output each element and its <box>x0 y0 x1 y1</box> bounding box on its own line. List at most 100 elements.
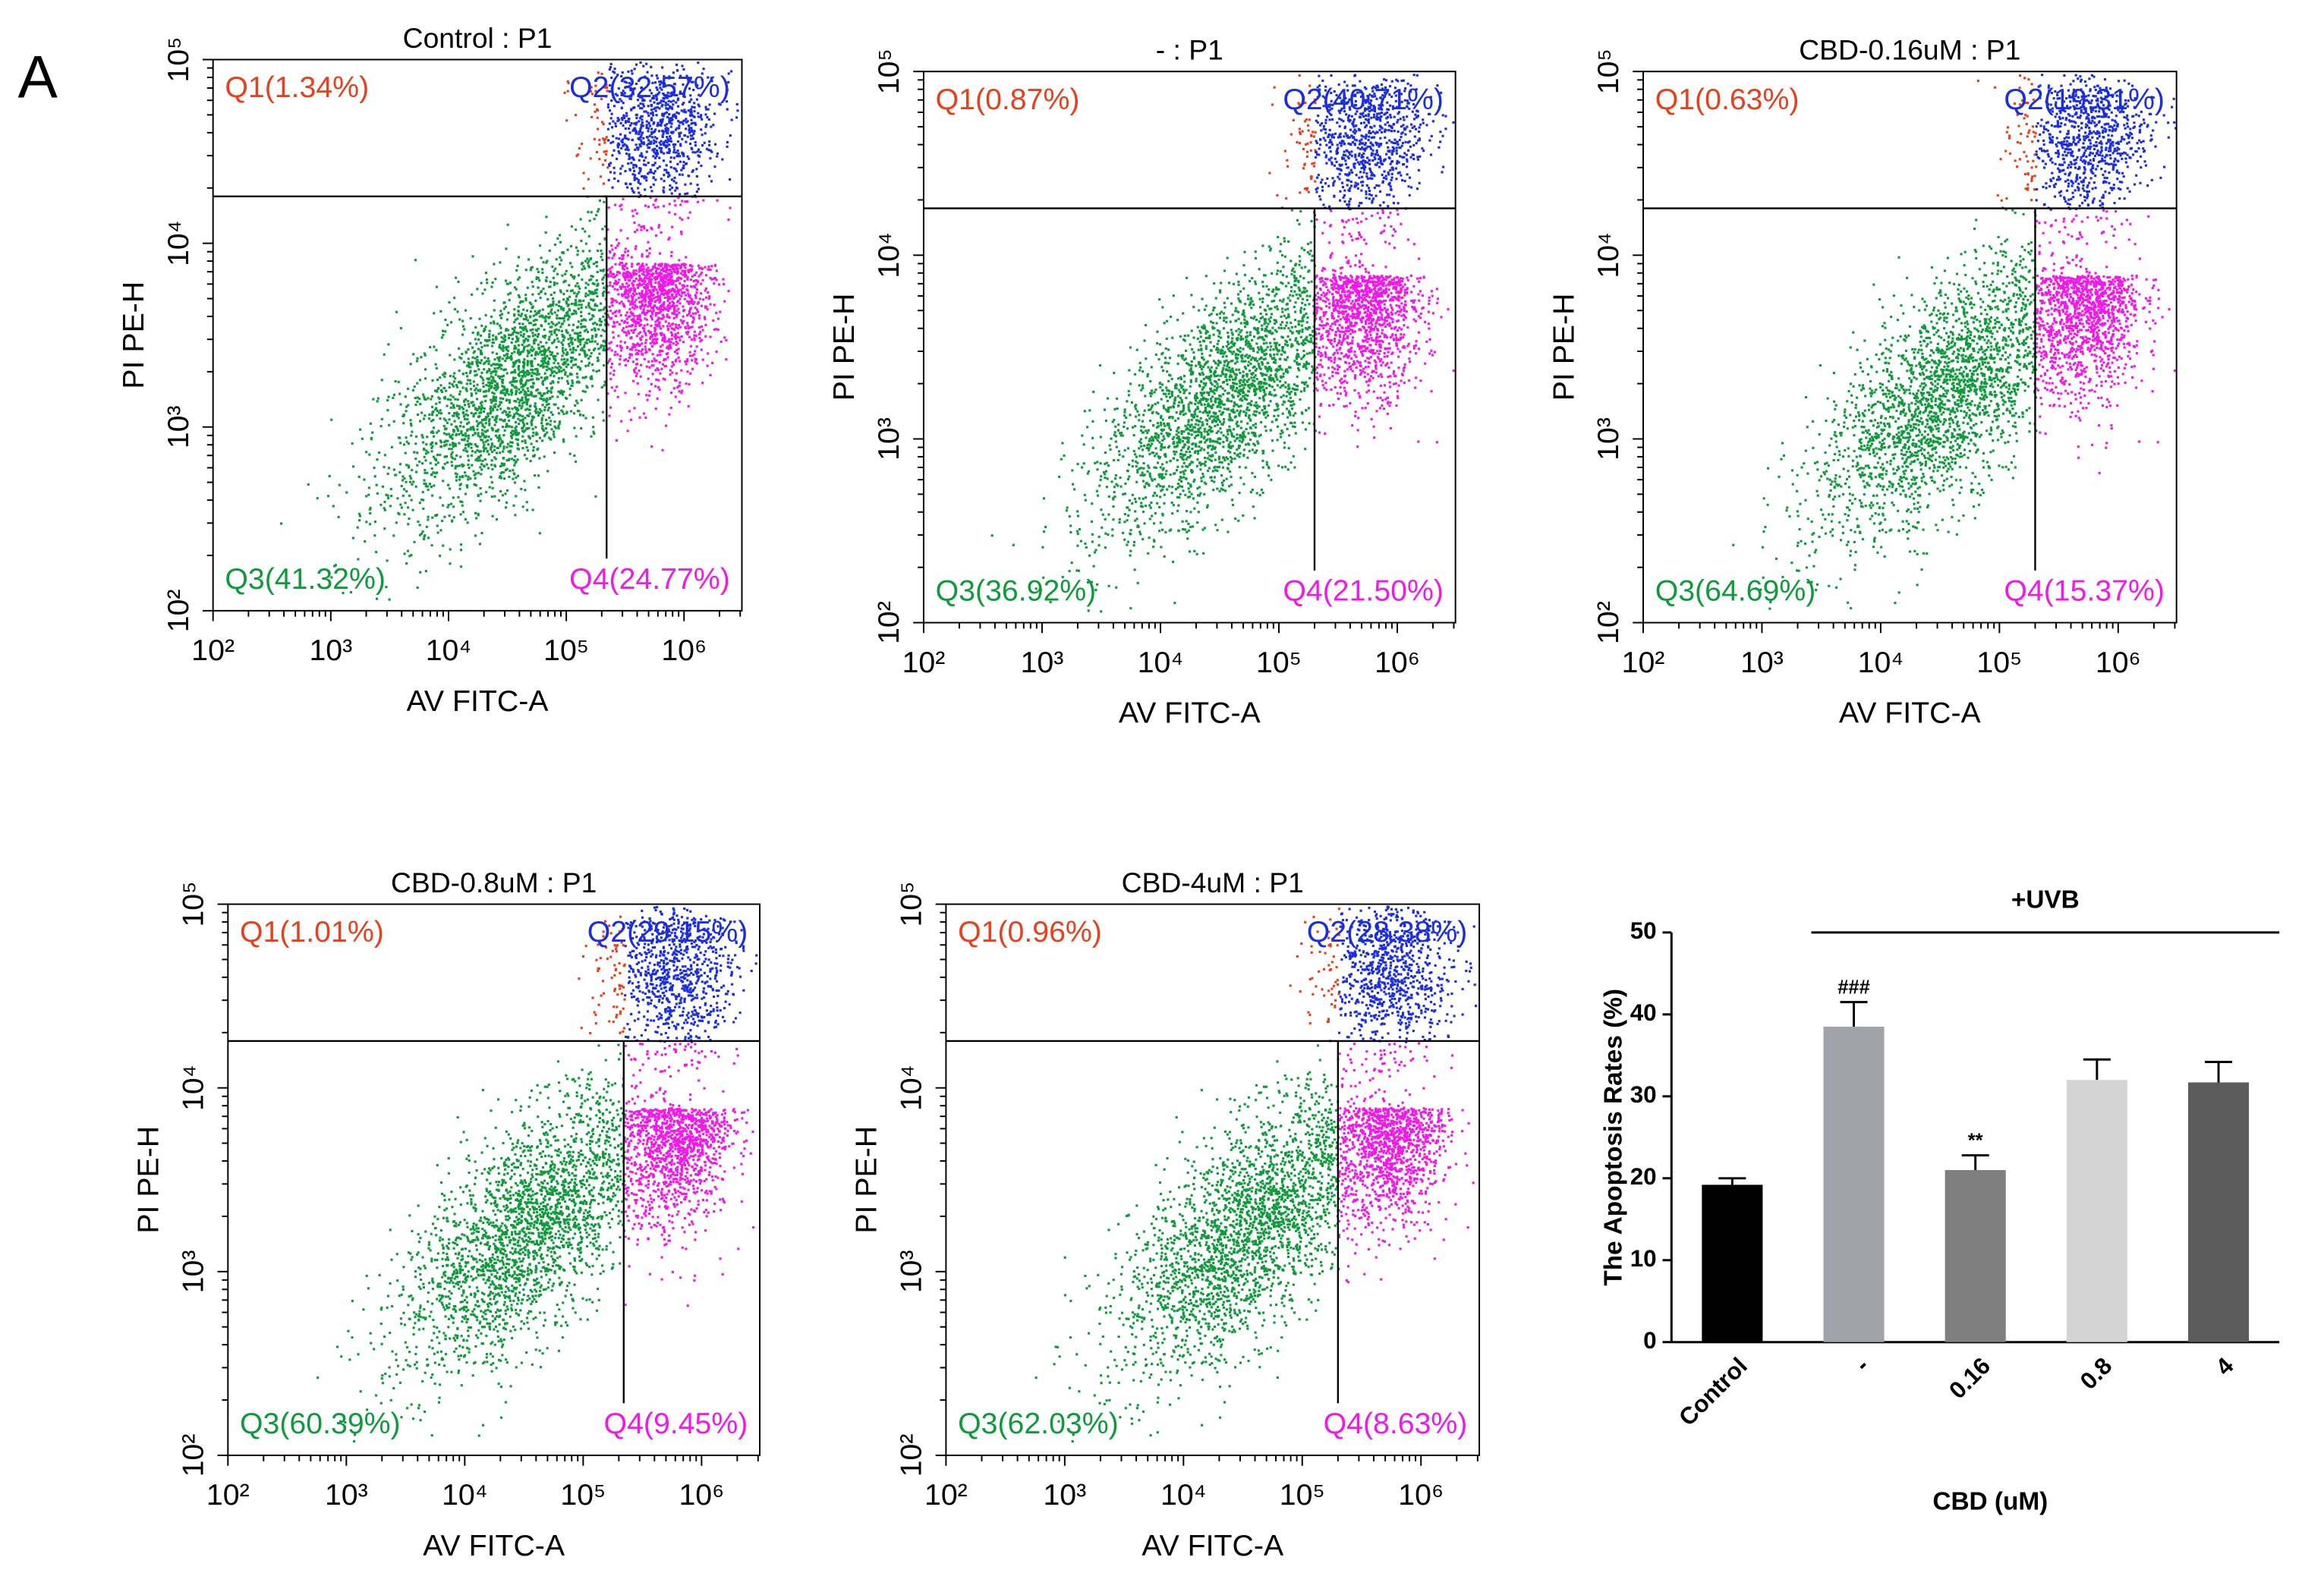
event-dot <box>688 269 691 271</box>
event-dot <box>442 545 444 547</box>
event-dot <box>678 390 680 392</box>
event-dot <box>675 323 677 326</box>
event-dot <box>590 378 592 380</box>
event-dot <box>656 149 658 152</box>
event-dot <box>613 326 616 328</box>
event-dot <box>629 131 631 134</box>
event-dot <box>638 105 640 107</box>
event-dot <box>575 247 578 249</box>
event-dot <box>644 205 647 207</box>
event-dot <box>1328 377 1330 379</box>
event-dot <box>437 461 439 464</box>
event-dot <box>594 327 596 329</box>
event-dot <box>646 399 648 401</box>
event-dot <box>442 334 444 336</box>
event-dot <box>487 344 489 347</box>
event-dot <box>638 275 641 277</box>
event-dot <box>450 436 452 439</box>
event-dot <box>567 319 569 321</box>
event-dot <box>659 373 661 375</box>
event-dot <box>648 303 650 305</box>
event-dot <box>646 126 648 128</box>
event-dot <box>697 61 699 64</box>
event-dot <box>726 146 728 148</box>
event-dot <box>365 521 367 523</box>
event-dot <box>518 354 521 356</box>
event-dot <box>480 359 483 361</box>
event-dot <box>453 358 455 360</box>
event-dot <box>590 275 592 277</box>
event-dot <box>439 409 442 411</box>
event-dot <box>640 376 642 378</box>
event-dot <box>1267 474 1270 477</box>
event-dot <box>568 308 570 310</box>
event-dot <box>492 338 494 341</box>
event-dot <box>487 363 490 365</box>
event-dot <box>1134 373 1136 376</box>
event-dot <box>591 340 594 342</box>
event-dot <box>632 269 635 272</box>
event-dot <box>556 314 558 316</box>
event-dot <box>615 247 617 249</box>
event-dot <box>447 398 449 401</box>
event-dot <box>384 509 386 511</box>
event-dot <box>1271 385 1274 388</box>
event-dot <box>653 140 655 142</box>
event-dot <box>1160 466 1162 468</box>
event-dot <box>373 534 376 536</box>
event-dot <box>537 474 540 477</box>
event-dot <box>424 414 426 417</box>
event-dot <box>483 436 486 439</box>
event-dot <box>513 464 515 467</box>
event-dot <box>666 306 669 308</box>
event-dot <box>514 481 516 483</box>
event-dot <box>496 353 498 355</box>
event-dot <box>637 342 639 344</box>
event-dot <box>445 427 447 429</box>
event-dot <box>684 200 686 203</box>
event-dot <box>509 401 511 404</box>
event-dot <box>517 413 519 415</box>
event-dot <box>651 268 653 270</box>
event-dot <box>402 495 405 497</box>
event-dot <box>638 120 640 122</box>
event-dot <box>1222 467 1224 469</box>
event-dot <box>612 272 614 275</box>
event-dot <box>644 341 647 344</box>
event-dot <box>709 277 711 279</box>
event-dot <box>517 444 519 446</box>
event-dot <box>712 319 714 322</box>
event-dot <box>613 105 616 107</box>
event-dot <box>647 295 650 297</box>
event-dot <box>562 393 564 395</box>
event-dot <box>487 382 490 384</box>
event-dot <box>667 263 669 266</box>
event-dot <box>701 144 704 146</box>
event-dot <box>578 147 581 149</box>
event-dot <box>522 365 524 367</box>
event-dot <box>645 263 647 266</box>
event-dot <box>526 407 528 410</box>
event-dot <box>675 284 677 286</box>
event-dot <box>509 399 511 401</box>
event-dot <box>714 264 716 266</box>
event-dot <box>652 114 654 116</box>
event-dot <box>539 315 541 317</box>
event-dot <box>726 109 729 111</box>
event-dot <box>616 321 619 323</box>
event-dot <box>611 154 613 156</box>
event-dot <box>581 307 583 309</box>
event-dot <box>475 392 477 395</box>
event-dot <box>596 295 598 297</box>
event-dot <box>612 276 615 278</box>
event-dot <box>517 439 519 441</box>
event-dot <box>474 326 477 329</box>
event-dot <box>515 380 518 382</box>
event-dot <box>537 344 540 346</box>
event-dot <box>464 444 467 446</box>
event-dot <box>659 295 661 297</box>
event-dot <box>557 407 559 409</box>
event-dot <box>537 293 540 295</box>
event-dot <box>508 337 510 339</box>
event-dot <box>679 339 681 341</box>
